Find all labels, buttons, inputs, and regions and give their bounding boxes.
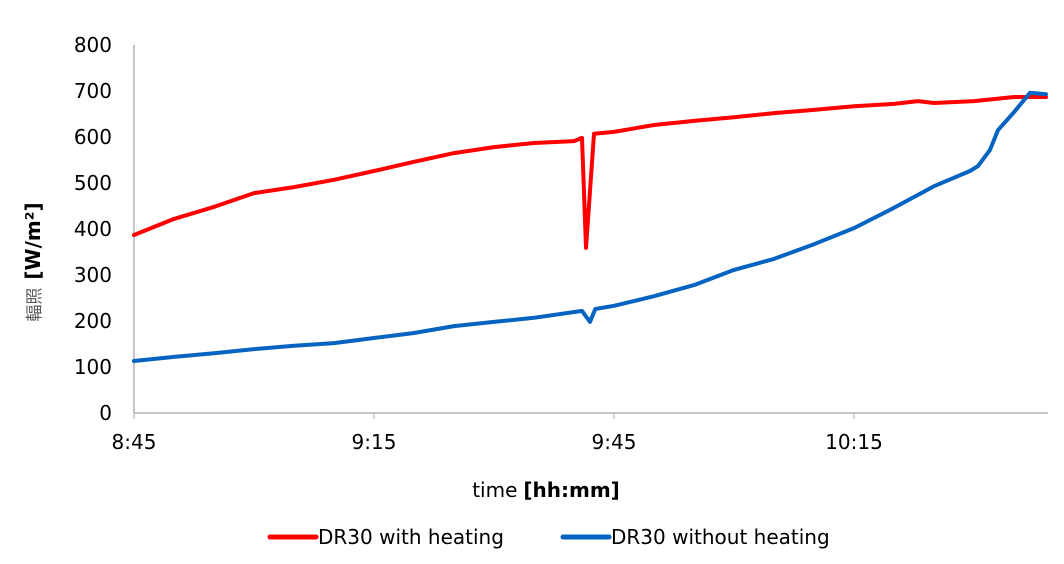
legend-label-without-heating: DR30 without heating xyxy=(611,525,830,549)
y-axis-unit: [W/m²] xyxy=(21,202,45,279)
y-tick-label: 600 xyxy=(74,125,112,149)
y-tick-label: 500 xyxy=(74,171,112,195)
x-axis-unit: [hh:mm] xyxy=(523,478,619,502)
x-tick-label: 8:45 xyxy=(112,430,157,454)
x-axis-ticks: 8:45 9:15 9:45 10:15 xyxy=(112,413,883,454)
series-line-without-heating xyxy=(132,90,1048,363)
series-group xyxy=(132,90,1048,363)
legend-label-with-heating: DR30 with heating xyxy=(318,525,504,549)
y-axis-label: 輻照 xyxy=(25,288,45,322)
x-axis-label: time xyxy=(472,478,517,502)
y-tick-label: 300 xyxy=(74,263,112,287)
y-tick-label: 400 xyxy=(74,217,112,241)
y-tick-label: 700 xyxy=(74,79,112,103)
x-tick-label: 10:15 xyxy=(825,430,883,454)
x-axis-title: time [hh:mm] xyxy=(472,478,620,502)
svg-text:輻照[W/m²]: 輻照 [W/m²] xyxy=(21,202,45,321)
y-tick-label: 800 xyxy=(74,33,112,57)
svg-text:time[hh:mm]: time [hh:mm] xyxy=(472,478,620,502)
y-tick-label: 100 xyxy=(74,355,112,379)
series-line-with-heating xyxy=(132,95,1048,250)
x-tick-label: 9:15 xyxy=(352,430,397,454)
y-axis-ticks: 0 100 200 300 400 500 600 700 800 xyxy=(74,33,112,425)
x-tick-label: 9:45 xyxy=(592,430,637,454)
y-axis-title: 輻照 [W/m²] xyxy=(21,202,45,321)
y-tick-label: 0 xyxy=(99,401,112,425)
legend-item-without-heating: DR30 without heating xyxy=(560,525,830,549)
y-tick-label: 200 xyxy=(74,309,112,333)
legend: DR30 with heating DR30 without heating xyxy=(267,525,830,549)
legend-item-with-heating: DR30 with heating xyxy=(267,525,504,549)
